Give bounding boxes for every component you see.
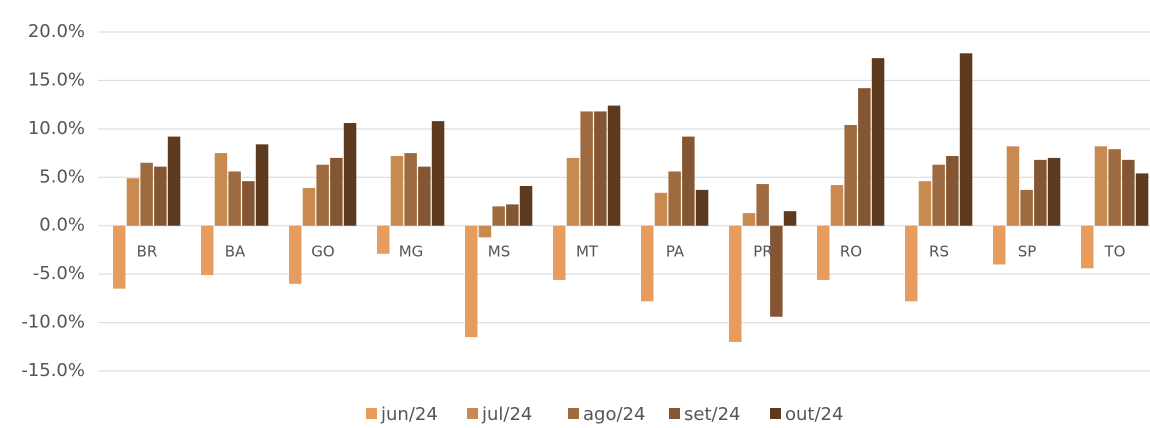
y-tick-label: 15.0% xyxy=(28,69,85,90)
bar xyxy=(1081,225,1094,269)
bar xyxy=(742,213,756,226)
bar xyxy=(126,178,140,226)
bar xyxy=(654,192,668,226)
y-tick-label: -15.0% xyxy=(21,360,85,381)
bar xyxy=(566,157,580,226)
bar xyxy=(228,171,241,226)
bar xyxy=(431,121,445,226)
bar xyxy=(302,187,316,226)
bar xyxy=(113,225,126,289)
x-tick-label: SP xyxy=(1018,243,1037,261)
bar xyxy=(519,186,533,226)
y-tick-label: -10.0% xyxy=(21,312,85,333)
bar xyxy=(255,144,269,226)
bar xyxy=(343,123,357,226)
bar xyxy=(330,157,343,226)
legend-label: set/24 xyxy=(684,404,740,425)
x-tick-label: PR xyxy=(753,243,772,261)
x-tick-label: MS xyxy=(488,243,510,261)
bar xyxy=(154,166,167,226)
bar xyxy=(418,166,431,226)
bar xyxy=(946,155,959,226)
bar xyxy=(390,155,404,226)
legend-swatch xyxy=(770,408,781,419)
bar xyxy=(607,105,621,226)
bar xyxy=(478,225,492,238)
bar xyxy=(783,211,797,226)
bar xyxy=(770,225,783,317)
bar xyxy=(858,88,871,226)
bar xyxy=(553,225,566,280)
bar xyxy=(918,181,932,226)
y-tick-label: -5.0% xyxy=(33,263,85,284)
bar xyxy=(993,225,1006,265)
bar xyxy=(830,185,844,226)
bar xyxy=(377,225,390,254)
bar xyxy=(242,181,255,226)
x-tick-label: GO xyxy=(311,243,334,261)
bar xyxy=(1108,149,1121,226)
y-tick-label: 5.0% xyxy=(39,166,85,187)
bar xyxy=(1094,146,1108,226)
bar xyxy=(465,225,478,338)
y-tick-label: 10.0% xyxy=(28,118,85,139)
legend-label: jun/24 xyxy=(380,404,438,425)
bar xyxy=(871,58,885,226)
x-tick-label: RS xyxy=(929,243,949,261)
bar xyxy=(756,184,769,226)
bar xyxy=(506,204,519,226)
x-tick-label: RO xyxy=(840,243,862,261)
bar xyxy=(214,153,228,226)
bar xyxy=(1135,173,1149,226)
bar xyxy=(492,206,505,226)
bar xyxy=(668,171,681,226)
x-tick-label: MT xyxy=(576,243,599,261)
bar xyxy=(641,225,654,302)
bar xyxy=(1020,189,1033,226)
bar xyxy=(289,225,302,284)
bar xyxy=(905,225,918,302)
y-tick-label: 0.0% xyxy=(39,215,85,236)
bar xyxy=(932,164,945,226)
bar xyxy=(167,136,181,226)
x-tick-label: BA xyxy=(225,243,246,261)
y-tick-label: 20.0% xyxy=(28,21,85,42)
bar xyxy=(1034,159,1047,226)
bar xyxy=(682,136,695,226)
bar xyxy=(580,111,593,226)
legend-label: jul/24 xyxy=(481,404,532,425)
bar xyxy=(140,162,153,226)
bar xyxy=(844,124,857,226)
legend-label: ago/24 xyxy=(583,404,645,425)
legend-swatch xyxy=(669,408,680,419)
bar xyxy=(1047,157,1061,226)
legend-label: out/24 xyxy=(785,404,843,425)
bar xyxy=(695,189,709,226)
bar xyxy=(1122,159,1135,226)
legend-swatch xyxy=(467,408,478,419)
bar xyxy=(1006,146,1020,226)
x-tick-label: TO xyxy=(1104,243,1126,261)
bar xyxy=(959,53,973,226)
x-tick-label: BR xyxy=(137,243,158,261)
bar xyxy=(729,225,742,342)
bar xyxy=(594,111,607,226)
legend-swatch xyxy=(568,408,579,419)
bar xyxy=(201,225,214,276)
x-tick-label: PA xyxy=(666,243,685,261)
x-tick-label: MG xyxy=(399,243,424,261)
bar xyxy=(316,164,329,226)
bar xyxy=(817,225,830,280)
bar xyxy=(404,153,417,226)
legend-swatch xyxy=(366,408,377,419)
